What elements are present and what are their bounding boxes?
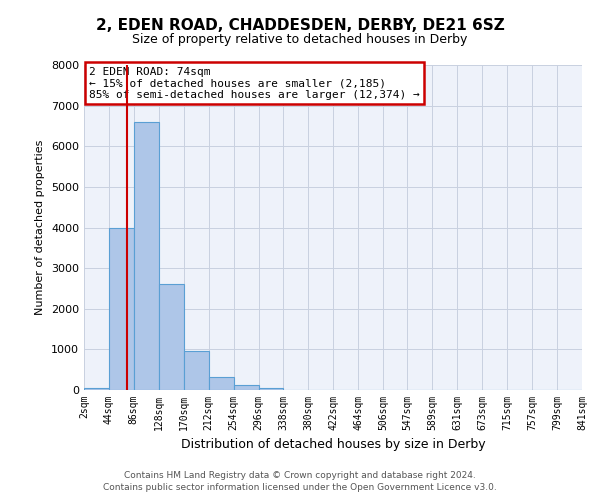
Text: 2 EDEN ROAD: 74sqm
← 15% of detached houses are smaller (2,185)
85% of semi-deta: 2 EDEN ROAD: 74sqm ← 15% of detached hou… bbox=[89, 66, 420, 100]
Bar bbox=[159, 284, 184, 390]
Bar bbox=[84, 388, 109, 390]
X-axis label: Distribution of detached houses by size in Derby: Distribution of detached houses by size … bbox=[181, 438, 485, 452]
Text: Contains public sector information licensed under the Open Government Licence v3: Contains public sector information licen… bbox=[103, 484, 497, 492]
Bar bbox=[259, 388, 283, 390]
Bar bbox=[134, 122, 159, 390]
Y-axis label: Number of detached properties: Number of detached properties bbox=[35, 140, 46, 315]
Bar bbox=[184, 352, 209, 390]
Text: Contains HM Land Registry data © Crown copyright and database right 2024.: Contains HM Land Registry data © Crown c… bbox=[124, 471, 476, 480]
Text: 2, EDEN ROAD, CHADDESDEN, DERBY, DE21 6SZ: 2, EDEN ROAD, CHADDESDEN, DERBY, DE21 6S… bbox=[95, 18, 505, 32]
Bar bbox=[109, 228, 134, 390]
Bar bbox=[209, 377, 233, 390]
Text: Size of property relative to detached houses in Derby: Size of property relative to detached ho… bbox=[133, 32, 467, 46]
Bar bbox=[233, 385, 259, 390]
